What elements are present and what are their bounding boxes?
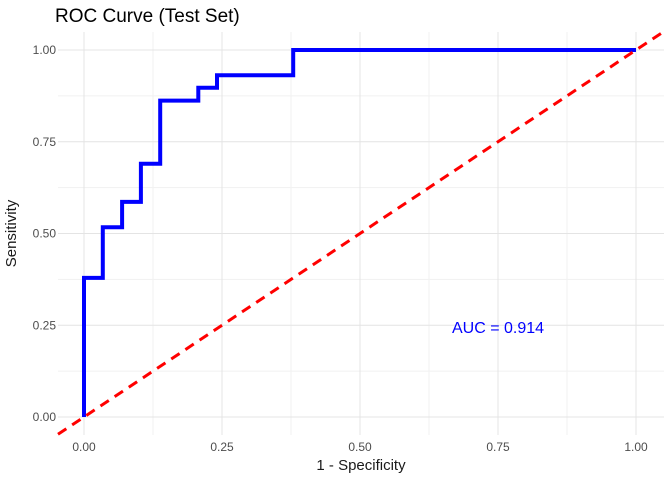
y-tick-label: 0.25 <box>33 318 57 332</box>
auc-annotation: AUC = 0.914 <box>452 320 544 337</box>
y-tick-label: 0.50 <box>33 227 57 241</box>
x-tick-label: 0.25 <box>210 440 234 454</box>
y-tick-label: 1.00 <box>33 43 57 57</box>
roc-curve-line <box>82 48 636 417</box>
x-tick-label: 1.00 <box>624 440 648 454</box>
chart-title: ROC Curve (Test Set) <box>55 6 240 27</box>
y-tick-label: 0.75 <box>33 135 57 149</box>
x-tick-label: 0.75 <box>486 440 510 454</box>
y-axis-title: Sensitivity <box>3 199 20 267</box>
x-tick-label: 0.00 <box>72 440 96 454</box>
y-tick-label: 0.00 <box>33 410 57 424</box>
x-tick-label: 0.50 <box>348 440 372 454</box>
diagonal-reference-line <box>57 30 665 436</box>
x-axis-title: 1 - Specificity <box>316 457 406 474</box>
